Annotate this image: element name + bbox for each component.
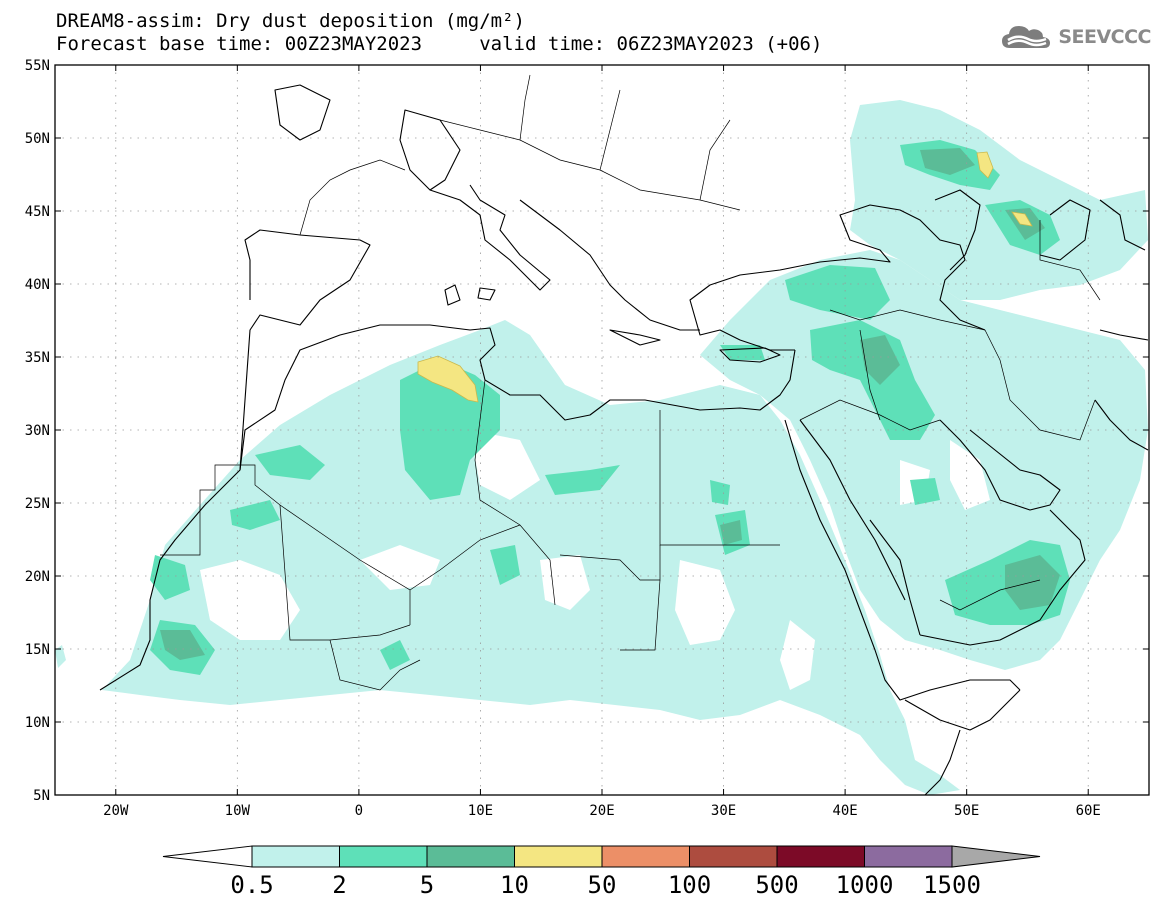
colorbar-labels: 0.5 2 5 10 50 100 500 1000 1500 [230, 871, 981, 899]
colorbar-level-label: 0.5 [230, 871, 273, 899]
colorbar-swatch [601, 845, 690, 868]
colorbar-level-label: 1000 [836, 871, 894, 899]
cloud-logo-icon [1002, 26, 1051, 48]
lat-label: 10N [25, 715, 50, 731]
lat-label: 15N [25, 642, 50, 658]
country-borders [160, 74, 1101, 691]
colorbar-level-label: 1500 [923, 871, 981, 899]
lon-label: 10E [468, 803, 493, 819]
lat-label: 20N [25, 569, 50, 585]
lon-label: 60E [1076, 803, 1101, 819]
colorbar-swatch [864, 845, 953, 868]
logo-text: SEEVCCC [1058, 26, 1151, 48]
lat-label: 5N [33, 788, 50, 804]
forecast-time-line: Forecast base time: 00Z23MAY2023 valid t… [56, 33, 823, 55]
seevccc-logo: SEEVCCC [1000, 22, 1151, 52]
latitude-labels: 55N 50N 45N 40N 35N 30N 25N 20N 15N 10N 5N [25, 58, 1149, 804]
coastlines [99, 84, 1149, 795]
colorbar-over-triangle [951, 845, 1041, 868]
lat-label: 40N [25, 277, 50, 293]
lon-label: 0 [355, 803, 363, 819]
lon-label: 30E [711, 803, 736, 819]
lon-label: 20W [103, 803, 129, 819]
lon-label: 40E [832, 803, 857, 819]
colorbar-level-label: 2 [332, 871, 346, 899]
colorbar-under-triangle [162, 845, 253, 868]
colorbar-swatch [426, 845, 515, 868]
dust-fill-yellow [417, 151, 1033, 403]
lat-label: 55N [25, 58, 50, 74]
lat-label: 50N [25, 131, 50, 147]
lon-label: 50E [954, 803, 979, 819]
colorbar-level-label: 500 [755, 871, 798, 899]
colorbar-swatch [514, 845, 603, 868]
map-grid [55, 65, 1149, 795]
colorbar-swatch [251, 845, 340, 868]
colorbar-swatch [776, 845, 865, 868]
colorbar-level-label: 10 [500, 871, 529, 899]
colorbar-swatch [689, 845, 778, 868]
lat-label: 45N [25, 204, 50, 220]
lon-label: 20E [589, 803, 614, 819]
lat-label: 30N [25, 423, 50, 439]
colorbar-level-label: 100 [668, 871, 711, 899]
colorbar-level-label: 5 [420, 871, 434, 899]
dust-gaps [200, 430, 990, 690]
dust-fill-light [55, 100, 1148, 795]
colorbar [162, 845, 1041, 868]
map-title: DREAM8-assim: Dry dust deposition (mg/m²… [56, 10, 525, 32]
lat-label: 25N [25, 496, 50, 512]
longitude-labels: 20W 10W 0 10E 20E 30E 40E 50E 60E [103, 65, 1101, 819]
colorbar-swatch [339, 845, 428, 868]
lon-label: 10W [225, 803, 251, 819]
colorbar-level-label: 50 [588, 871, 617, 899]
lat-label: 35N [25, 350, 50, 366]
